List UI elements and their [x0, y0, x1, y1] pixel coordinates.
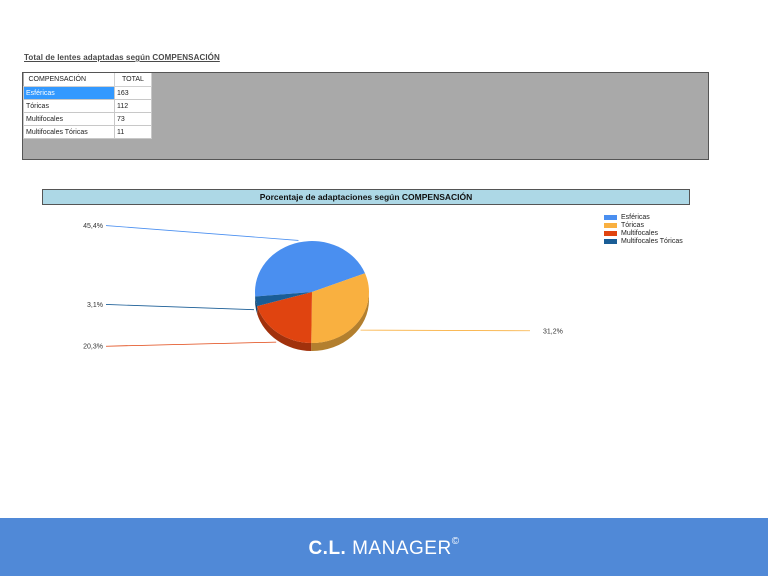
brand-name: MANAGER [346, 538, 452, 559]
legend-item: Esféricas [604, 213, 683, 221]
pie-data-label: 31,2% [543, 328, 563, 335]
pie-slice[interactable] [311, 273, 369, 343]
pie-slice[interactable] [257, 292, 312, 343]
pie-leader-line [105, 225, 299, 241]
legend-item: Tóricas [604, 221, 683, 229]
brand-logo: C.L. MANAGER© [0, 536, 768, 560]
legend-label: Tóricas [621, 221, 644, 229]
pie-data-label: 45,4% [83, 223, 103, 230]
legend-swatch [604, 214, 617, 220]
legend-item: Multifocales [604, 229, 683, 237]
cell-total[interactable]: 112 [114, 99, 152, 113]
grid-header-row: COMPENSACIÓN TOTAL [23, 73, 152, 87]
pie-data-label: 20,3% [83, 344, 103, 351]
pie-slice[interactable] [255, 240, 366, 297]
pie-slice-side [257, 306, 312, 351]
legend-swatch [604, 238, 617, 244]
pie-slice[interactable] [255, 292, 312, 307]
report-title: Total de lentes adaptadas según COMPENSA… [24, 53, 220, 62]
legend-label: Multifocales Tóricas [621, 237, 683, 245]
cell-compensacion[interactable]: Multifocales [23, 112, 115, 126]
results-grid: COMPENSACIÓN TOTAL Esféricas 163 Tóricas… [23, 73, 152, 139]
legend-swatch [604, 222, 617, 228]
cell-compensacion[interactable]: Esféricas [23, 86, 115, 100]
chart-legend: Esféricas Tóricas Multifocales Multifoca… [604, 213, 683, 245]
table-row[interactable]: Esféricas 163 [23, 86, 152, 100]
table-row[interactable]: Multifocales 73 [23, 112, 152, 126]
legend-swatch [604, 230, 617, 236]
legend-item: Multifocales Tóricas [604, 237, 683, 245]
pie-chart: 45,4% 31,2% 20,3% 3,1% [83, 223, 563, 351]
brand-cl: C.L. [308, 538, 347, 559]
cell-compensacion[interactable]: Tóricas [23, 99, 115, 113]
chart-title: Porcentaje de adaptaciones según COMPENS… [42, 189, 690, 205]
pie-slice-side [255, 296, 258, 315]
table-row[interactable]: Tóricas 112 [23, 99, 152, 113]
column-header-compensacion[interactable]: COMPENSACIÓN [23, 73, 115, 87]
cell-total[interactable]: 163 [114, 86, 152, 100]
pie-leader-line [105, 304, 255, 311]
pie-leader-line [105, 341, 277, 347]
results-grid-panel: COMPENSACIÓN TOTAL Esféricas 163 Tóricas… [22, 72, 709, 160]
pie-slice-side [311, 292, 369, 351]
legend-label: Esféricas [621, 213, 650, 221]
table-row[interactable]: Multifocales Tóricas 11 [23, 125, 152, 139]
pie-leader-line [360, 329, 531, 332]
pie-data-label: 3,1% [87, 302, 103, 309]
brand-mark: © [451, 536, 460, 547]
footer-bar: C.L. MANAGER© [0, 518, 768, 576]
cell-total[interactable]: 11 [114, 125, 152, 139]
column-header-total[interactable]: TOTAL [114, 73, 152, 87]
cell-total[interactable]: 73 [114, 112, 152, 126]
cell-compensacion[interactable]: Multifocales Tóricas [23, 125, 115, 139]
legend-label: Multifocales [621, 229, 658, 237]
